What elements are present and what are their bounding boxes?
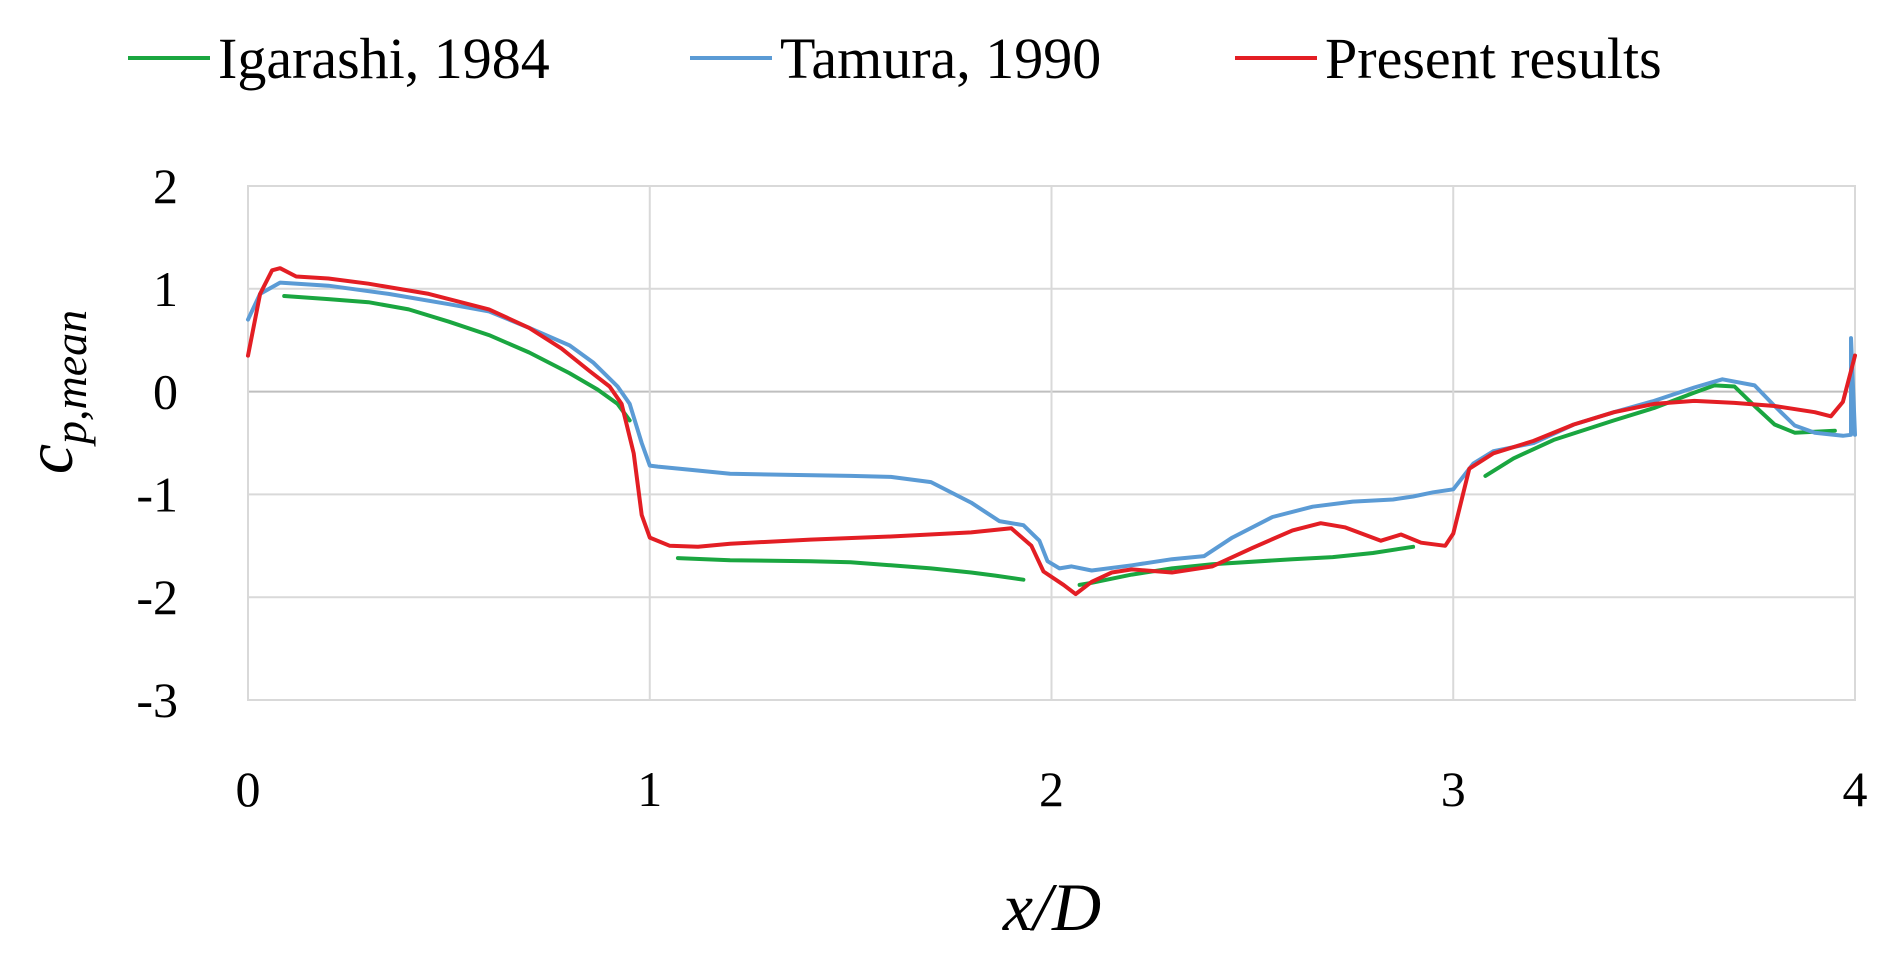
y-tick-label: 0 [153,364,178,420]
legend-label: Tamura, 1990 [780,26,1101,91]
chart-gridlines [247,185,1856,701]
y-axis-ticks: 2 1 0 -1 -2 -3 [136,158,178,728]
y-axis-label-main: c [11,444,87,474]
series-1 [282,294,1837,587]
x-axis-label: x/D [1002,869,1101,945]
series-1-line-segment-4 [1483,383,1837,478]
series-1-line-segment-1 [282,294,632,423]
series-1-line-segment-2 [675,556,1026,582]
y-axis-label-subscript: p,mean [45,310,96,447]
x-tick-label: 0 [236,761,261,817]
y-tick-label: -2 [136,569,178,625]
plot-frame [247,185,1856,701]
x-tick-label: 1 [637,761,662,817]
y-tick-label: -1 [136,466,178,522]
x-tick-label: 2 [1039,761,1064,817]
series-3 [246,266,1857,597]
y-tick-label: 1 [153,261,178,317]
legend-label: Present results [1325,26,1662,91]
x-tick-label: 3 [1441,761,1466,817]
chart-legend: Igarashi, 1984 Tamura, 1990 Present result… [128,26,1662,91]
x-axis-ticks: 0 1 2 3 4 [236,761,1868,817]
x-tick-label: 4 [1843,761,1868,817]
series-2 [246,280,1857,573]
y-axis-label: cp,mean [11,310,96,474]
series-3-line-segment-1 [246,266,1857,597]
y-tick-label: -3 [136,672,178,728]
chart-series-group [246,266,1857,597]
legend-item-2: Tamura, 1990 [690,26,1101,91]
legend-item-1: Igarashi, 1984 [128,26,550,91]
legend-item-3: Present results [1235,26,1662,91]
y-tick-label: 2 [153,158,178,214]
legend-label: Igarashi, 1984 [218,26,550,91]
series-2-line-segment-1 [246,280,1857,573]
